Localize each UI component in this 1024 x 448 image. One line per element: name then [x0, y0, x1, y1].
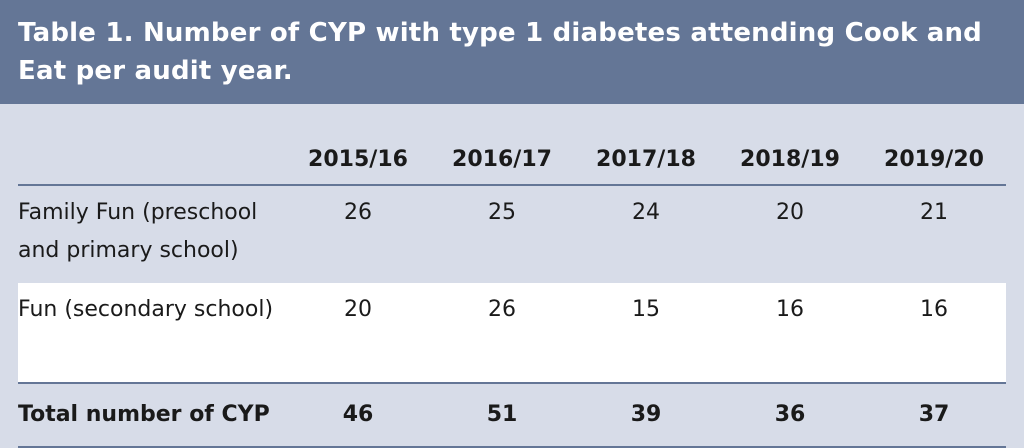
table-cell: 16	[862, 283, 1006, 383]
table-cell: 20	[776, 200, 804, 225]
table-cell: 39	[574, 382, 718, 448]
data-table: 2015/16 2016/17 2017/18 2018/19 2019/20 …	[18, 104, 1006, 448]
table-cell: 36	[718, 382, 862, 448]
table-cell: 51	[430, 382, 574, 448]
table-cell: 20	[286, 283, 430, 383]
table-row: Fun (secondary school) 20 26 15 16 16	[18, 283, 1006, 383]
table-cell: 24	[632, 200, 660, 225]
table-cell: 21	[920, 200, 948, 225]
row-label: Fun (secondary school)	[18, 283, 286, 383]
table-cell: 46	[286, 382, 430, 448]
table-title: Table 1. Number of CYP with type 1 diabe…	[18, 18, 982, 86]
table-area: 2015/16 2016/17 2017/18 2018/19 2019/20 …	[0, 104, 1024, 448]
header-row: 2015/16 2016/17 2017/18 2018/19 2019/20	[18, 104, 1006, 186]
row-label: Family Fun (preschool and primary school…	[18, 200, 258, 263]
table-cell: 26	[344, 200, 372, 225]
column-header: 2015/16	[286, 104, 430, 186]
column-header: 2018/19	[718, 104, 862, 186]
table-cell: 15	[574, 283, 718, 383]
row-label: Total number of CYP	[18, 382, 286, 448]
column-header: 2016/17	[430, 104, 574, 186]
total-row: Total number of CYP 46 51 39 36 37	[18, 382, 1006, 448]
table-cell: 37	[862, 382, 1006, 448]
table-cell: 26	[430, 283, 574, 383]
column-header: 2019/20	[862, 104, 1006, 186]
table-row: Family Fun (preschool and primary school…	[18, 185, 1006, 283]
table-caption-bar: Table 1. Number of CYP with type 1 diabe…	[0, 0, 1024, 104]
column-header: 2017/18	[574, 104, 718, 186]
column-header	[18, 104, 286, 186]
table-cell: 16	[718, 283, 862, 383]
table-cell: 25	[488, 200, 516, 225]
